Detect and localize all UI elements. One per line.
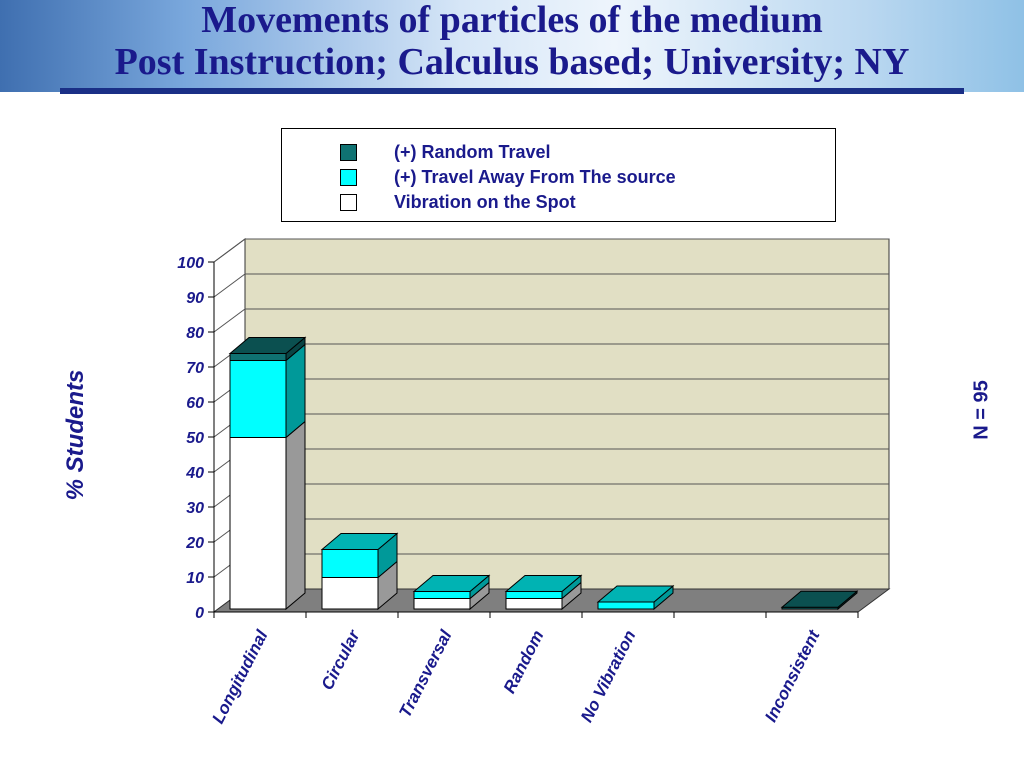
y-tick-label-80: 80 <box>186 325 204 342</box>
bar-top-inconsistent <box>780 590 859 608</box>
bar-transversal-vibration-on-the-spot <box>413 598 471 610</box>
bar-random-vibration-on-the-spot <box>505 598 563 610</box>
y-tick-label-30: 30 <box>186 500 204 517</box>
gridline-90 <box>213 273 889 298</box>
y-tick-label-20: 20 <box>185 535 204 552</box>
chart-legend: (+) Random Travel (+) Travel Away From T… <box>281 128 836 222</box>
slide-title-line2: Post Instruction; Calculus based; Univer… <box>114 41 910 83</box>
legend-swatch-travel-away <box>340 169 357 186</box>
x-category-label-transversal: Transversal <box>395 626 456 721</box>
bar-transversal-travel-away-from-the-source <box>413 591 471 599</box>
bar-top-no-vibration <box>596 585 675 603</box>
gridline-80 <box>213 308 889 333</box>
bar-longitudinal-random-travel <box>229 353 287 361</box>
bar-longitudinal-vibration-on-the-spot <box>229 437 287 610</box>
bar-no-vibration-travel-away-from-the-source <box>597 601 655 610</box>
legend-label-vibration: Vibration on the Spot <box>394 192 576 212</box>
y-tick-label-70: 70 <box>186 360 204 377</box>
bar-side-longitudinal-vibration-on-the-spot <box>285 420 306 611</box>
title-banner <box>0 0 1024 92</box>
legend-swatch-random-travel <box>340 144 357 161</box>
x-category-label-circular: Circular <box>317 626 364 693</box>
legend-swatch-vibration <box>340 194 357 211</box>
x-category-label-longitudinal: Longitudinal <box>208 626 272 727</box>
y-tick-label-10: 10 <box>186 570 204 587</box>
bar-circular-vibration-on-the-spot <box>321 577 379 610</box>
y-tick-label-60: 60 <box>186 395 204 412</box>
bar-circular-travel-away-from-the-source <box>321 549 379 578</box>
y-tick-label-0: 0 <box>195 605 204 622</box>
bar-random-travel-away-from-the-source <box>505 591 563 599</box>
y-tick-label-40: 40 <box>185 465 204 482</box>
gridline-100 <box>213 238 889 263</box>
legend-label-random-travel: (+) Random Travel <box>394 142 551 162</box>
x-category-label-random: Random <box>500 627 548 696</box>
bar-longitudinal-travel-away-from-the-source <box>229 360 287 438</box>
bar-top-longitudinal <box>228 337 307 354</box>
bar-top-random <box>504 575 583 592</box>
title-underline <box>60 88 964 94</box>
x-category-label-no-vibration: No Vibration <box>577 627 640 725</box>
legend-label-travel-away: (+) Travel Away From The source <box>394 167 676 187</box>
y-tick-label-100: 100 <box>177 255 204 272</box>
y-tick-label-90: 90 <box>186 290 204 307</box>
slide-title-line1: Movements of particles of the medium <box>201 0 823 41</box>
y-tick-label-50: 50 <box>186 430 204 447</box>
bar-top-circular <box>320 533 399 550</box>
x-category-label-inconsistent: Inconsistent <box>761 626 824 725</box>
bar-top-transversal <box>412 575 491 592</box>
